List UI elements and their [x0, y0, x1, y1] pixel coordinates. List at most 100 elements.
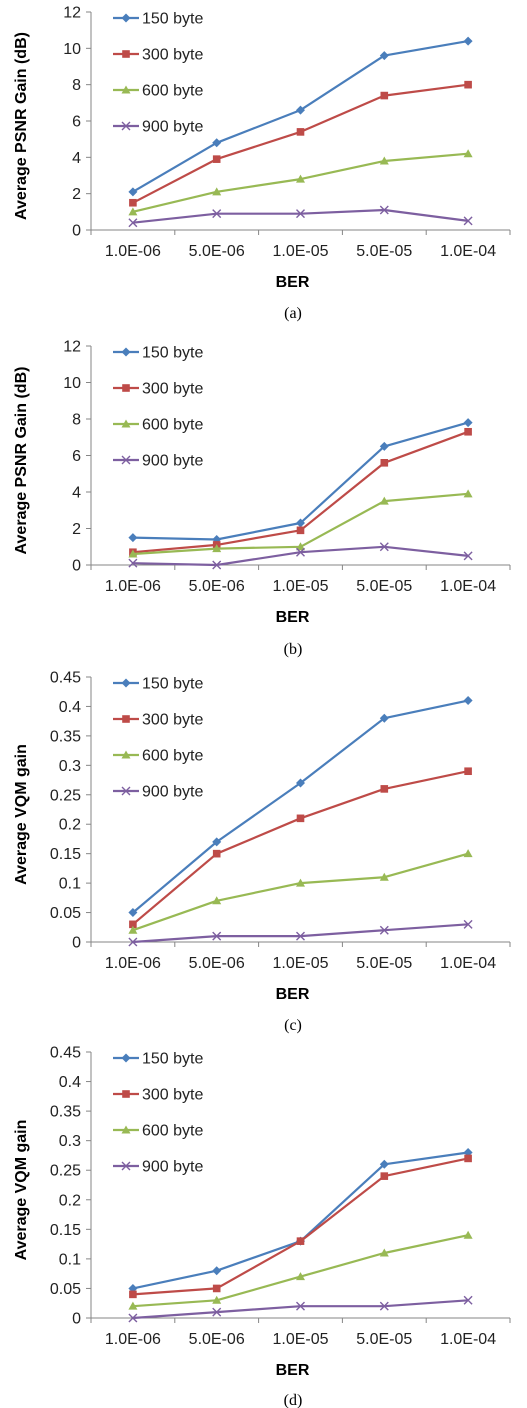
triangle-marker	[121, 85, 131, 94]
legend-label: 900 byte	[142, 784, 203, 801]
diamond-marker	[212, 138, 222, 148]
x-marker	[121, 455, 131, 465]
triangle-marker	[212, 896, 222, 905]
legend: 150 byte 300 byte 600 byte 900 byte	[113, 676, 203, 801]
legend-label: 600 byte	[142, 83, 203, 100]
x-tick-label: 1.0E-05	[272, 955, 328, 972]
x-marker	[379, 1301, 389, 1311]
y-tick-label: 6	[72, 448, 81, 465]
y-tick-label: 0.3	[59, 1133, 81, 1150]
legend-label: 300 byte	[142, 47, 203, 64]
x-tick-label: 1.0E-05	[272, 1331, 328, 1348]
x-tick-label: 5.0E-06	[189, 243, 245, 260]
x-marker	[379, 925, 389, 935]
y-tick-label: 0	[72, 223, 81, 240]
figure-caption: (c)	[284, 1017, 302, 1034]
square-marker	[380, 785, 389, 793]
square-marker	[296, 526, 305, 535]
series-line	[132, 852, 469, 932]
triangle-marker	[463, 849, 473, 858]
square-marker	[296, 128, 305, 136]
square-marker	[464, 80, 472, 89]
x-marker	[212, 209, 222, 219]
series-300-byte	[129, 427, 472, 557]
triangle-marker	[128, 1301, 138, 1310]
square-marker	[122, 1090, 130, 1098]
legend-label: 300 byte	[142, 1087, 203, 1104]
diamond-marker	[296, 518, 305, 528]
y-tick-label: 0.4	[59, 1074, 81, 1091]
x-marker	[128, 558, 138, 568]
diamond-marker	[212, 1266, 222, 1276]
diamond-marker	[463, 418, 473, 428]
series-600-byte	[128, 489, 473, 558]
triangle-marker	[212, 544, 222, 553]
diamond-marker	[212, 837, 222, 847]
diamond-marker	[379, 1159, 389, 1169]
y-tick-label: 2	[72, 186, 81, 203]
y-tick-label: 4	[72, 485, 81, 502]
figure-caption: (d)	[284, 1392, 303, 1408]
y-tick-label: 0.1	[59, 876, 81, 893]
diamond-marker	[296, 778, 305, 788]
legend-label: 600 byte	[142, 1123, 203, 1140]
legend-label: 300 byte	[142, 381, 203, 398]
square-marker	[296, 814, 305, 823]
x-marker	[463, 1295, 473, 1305]
y-tick-label: 0	[72, 935, 81, 952]
y-tick-label: 0.3	[59, 758, 81, 775]
y-axis-title: Average VQM gain	[13, 1120, 30, 1261]
square-marker	[212, 849, 221, 858]
x-marker	[121, 786, 131, 796]
y-tick-label: 0.25	[50, 1163, 81, 1180]
legend-label: 150 byte	[142, 345, 203, 362]
diamond-marker	[121, 678, 131, 688]
y-tick-label: 8	[72, 77, 81, 94]
series-900-byte	[128, 542, 473, 570]
triangle-marker	[212, 187, 222, 196]
y-tick-label: 0.15	[50, 1222, 81, 1239]
y-tick-label: 12	[63, 339, 81, 356]
diamond-marker	[128, 908, 138, 918]
square-marker	[464, 427, 472, 436]
x-axis-title: BER	[276, 274, 310, 291]
series-150-byte	[128, 36, 473, 197]
diamond-marker	[463, 36, 473, 46]
series-line	[132, 923, 469, 944]
x-tick-label: 1.0E-05	[272, 243, 328, 260]
y-tick-label: 0	[72, 1311, 81, 1328]
y-tick-label: 6	[72, 114, 81, 131]
square-marker	[129, 1290, 137, 1299]
x-marker	[128, 1313, 138, 1323]
x-marker	[128, 218, 138, 228]
triangle-marker	[296, 174, 305, 183]
x-marker	[212, 1307, 222, 1317]
x-marker	[121, 1161, 131, 1171]
triangle-marker	[379, 1248, 389, 1257]
y-tick-label: 10	[63, 375, 81, 392]
legend: 150 byte 300 byte 600 byte 900 byte	[113, 1051, 203, 1176]
legend-label: 150 byte	[142, 676, 203, 693]
x-tick-label: 5.0E-06	[189, 1331, 245, 1348]
square-marker	[212, 155, 221, 163]
triangle-marker	[379, 872, 389, 881]
y-tick-label: 0.45	[50, 1045, 81, 1062]
triangle-marker	[463, 489, 473, 498]
square-marker	[380, 459, 389, 467]
y-tick-label: 0.2	[59, 1192, 81, 1209]
square-marker	[464, 767, 472, 776]
x-tick-label: 1.0E-04	[440, 955, 496, 972]
y-axis-title: Average VQM gain	[13, 744, 30, 885]
x-tick-label: 5.0E-05	[356, 955, 412, 972]
y-tick-label: 12	[63, 5, 81, 22]
y-tick-label: 0.35	[50, 1104, 81, 1121]
triangle-marker	[296, 878, 305, 887]
y-tick-label: 0.25	[50, 787, 81, 804]
square-marker	[380, 91, 389, 100]
x-tick-label: 1.0E-04	[440, 1331, 496, 1348]
x-marker	[379, 205, 389, 215]
triangle-marker	[463, 1230, 473, 1239]
x-tick-label: 1.0E-06	[105, 243, 161, 260]
series-300-byte	[129, 1154, 472, 1299]
series-600-byte	[128, 849, 473, 934]
